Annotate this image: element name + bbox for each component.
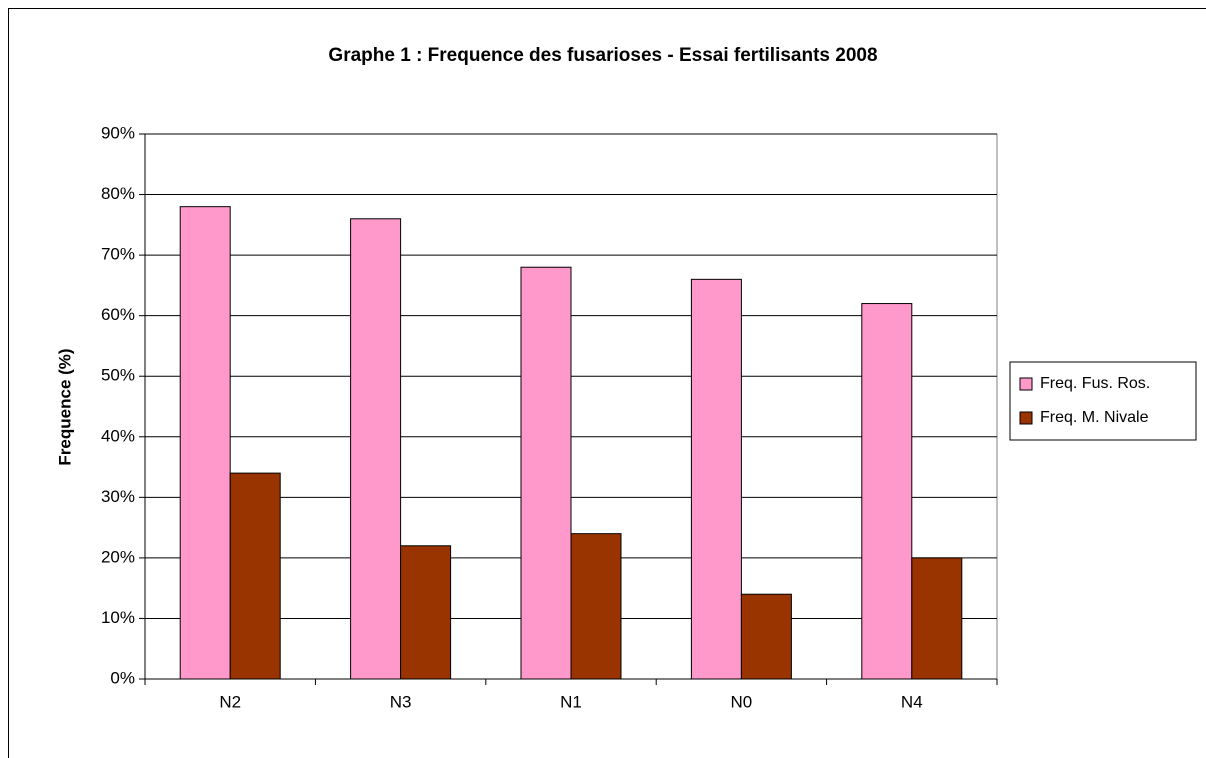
legend-box bbox=[1009, 361, 1197, 441]
bar bbox=[911, 557, 963, 680]
bar bbox=[570, 533, 622, 680]
y-axis-label: Frequence (%) bbox=[55, 348, 74, 465]
bar bbox=[740, 593, 792, 680]
bar bbox=[520, 266, 572, 680]
legend-swatch bbox=[1019, 377, 1033, 391]
chart-title: Graphe 1 : Frequence des fusarioses - Es… bbox=[328, 45, 877, 66]
y-tick-label: 0% bbox=[110, 668, 135, 687]
bar bbox=[861, 303, 913, 680]
bar bbox=[179, 206, 231, 680]
legend-label: Freq. Fus. Ros. bbox=[1040, 375, 1150, 392]
bar bbox=[690, 278, 742, 680]
bar bbox=[350, 218, 402, 680]
x-tick-label: N0 bbox=[731, 692, 753, 711]
y-tick-label: 90% bbox=[101, 123, 135, 142]
y-tick-label: 70% bbox=[101, 245, 135, 264]
bar bbox=[229, 472, 281, 680]
x-tick-label: N4 bbox=[901, 692, 923, 711]
bar bbox=[400, 545, 452, 680]
x-tick-label: N2 bbox=[219, 692, 241, 711]
y-tick-label: 80% bbox=[101, 184, 135, 203]
y-tick-label: 30% bbox=[101, 487, 135, 506]
legend-swatch bbox=[1019, 411, 1033, 425]
y-tick-label: 40% bbox=[101, 426, 135, 445]
x-tick-label: N3 bbox=[390, 692, 412, 711]
y-tick-label: 60% bbox=[101, 305, 135, 324]
legend-label: Freq. M. Nivale bbox=[1040, 409, 1149, 426]
y-tick-label: 10% bbox=[101, 608, 135, 627]
x-tick-label: N1 bbox=[560, 692, 582, 711]
y-tick-label: 20% bbox=[101, 547, 135, 566]
y-tick-label: 50% bbox=[101, 366, 135, 385]
